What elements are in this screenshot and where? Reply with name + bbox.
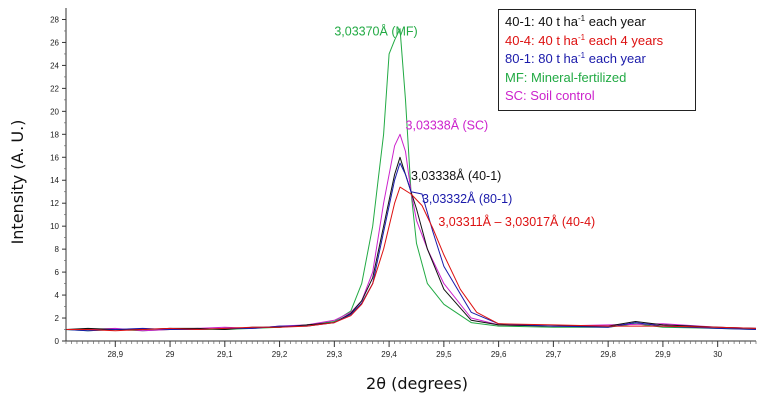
series-layer <box>65 28 757 332</box>
legend-item-sup: -1 <box>578 32 586 42</box>
peak-annotation: 3,03338Å (SC) <box>406 118 489 133</box>
peak-annotation: 3,03311Å – 3,03017Å (40-4) <box>438 214 595 229</box>
y-tick-label: 24 <box>50 61 59 70</box>
x-axis-label: 2θ (degrees) <box>366 374 468 393</box>
peak-annotation: 3,03332Å (80-1) <box>422 191 512 206</box>
legend-item-mf: MF: Mineral-fertilized <box>505 69 689 88</box>
y-tick-label: 22 <box>50 84 59 93</box>
y-tick-label: 20 <box>50 107 59 116</box>
x-tick-label: 29,6 <box>491 350 507 359</box>
legend-item-80-1: 80-1: 80 t ha-1 each year <box>505 50 689 69</box>
x-tick-label: 29,4 <box>381 350 397 359</box>
y-tick-label: 16 <box>50 153 59 162</box>
x-tick-label: 29,7 <box>546 350 562 359</box>
annotation-layer: 3,03370Å (MF) 3,03338Å (SC) 3,03338Å (40-1… <box>334 24 595 230</box>
y-tick-label: 18 <box>50 130 59 139</box>
x-tick-label: 30 <box>713 350 722 359</box>
legend-item-text: 40-1: 40 t ha <box>505 14 578 29</box>
x-tick-label: 28,9 <box>107 350 123 359</box>
legend-item-text: 40-4: 40 t ha <box>505 32 578 48</box>
y-tick-label: 8 <box>55 245 60 254</box>
legend-item-sup: -1 <box>578 51 586 60</box>
y-tick-label: 4 <box>55 291 60 300</box>
y-tick-label: 26 <box>50 38 59 47</box>
legend-item-text: each year <box>585 51 646 66</box>
y-tick-label: 28 <box>50 15 59 24</box>
legend: 40-1: 40 t ha-1 each year 40-4: 40 t ha-… <box>498 9 696 111</box>
legend-item-text: 80-1: 80 t ha <box>505 51 578 66</box>
y-tick-label: 6 <box>55 268 60 277</box>
legend-item-text: SC: Soil control <box>505 88 595 103</box>
series-line-4 <box>66 186 757 332</box>
peak-annotation: 3,03370Å (MF) <box>334 24 417 39</box>
y-tick-label: 0 <box>55 337 60 346</box>
legend-item-text: each year <box>585 14 646 29</box>
legend-item-sup: -1 <box>578 14 586 23</box>
peak-annotation: 3,03338Å (40-1) <box>411 168 501 183</box>
x-tick-label: 29,8 <box>600 350 616 359</box>
y-tick-label: 2 <box>55 314 60 323</box>
y-tick-label: 14 <box>50 176 59 185</box>
legend-item-text: each 4 years <box>585 32 664 48</box>
y-tick-label: 10 <box>50 222 59 231</box>
legend-item-40-4: 40-4: 40 t ha-1 each 4 years <box>505 32 689 51</box>
y-axis-label: Intensity (A. U.) <box>8 120 27 245</box>
x-tick-label: 29,5 <box>436 350 452 359</box>
x-tick-label: 29 <box>166 350 175 359</box>
x-tick-label: 29,1 <box>217 350 233 359</box>
x-tick-label: 29,9 <box>655 350 671 359</box>
legend-item-text: MF: Mineral-fertilized <box>505 69 627 85</box>
x-tick-label: 29,2 <box>272 350 288 359</box>
legend-item-sc: SC: Soil control <box>505 87 689 106</box>
x-tick-label: 29,3 <box>327 350 343 359</box>
legend-item-40-1: 40-1: 40 t ha-1 each year <box>505 13 689 32</box>
y-tick-label: 12 <box>50 199 59 208</box>
series-line-1 <box>66 133 757 332</box>
